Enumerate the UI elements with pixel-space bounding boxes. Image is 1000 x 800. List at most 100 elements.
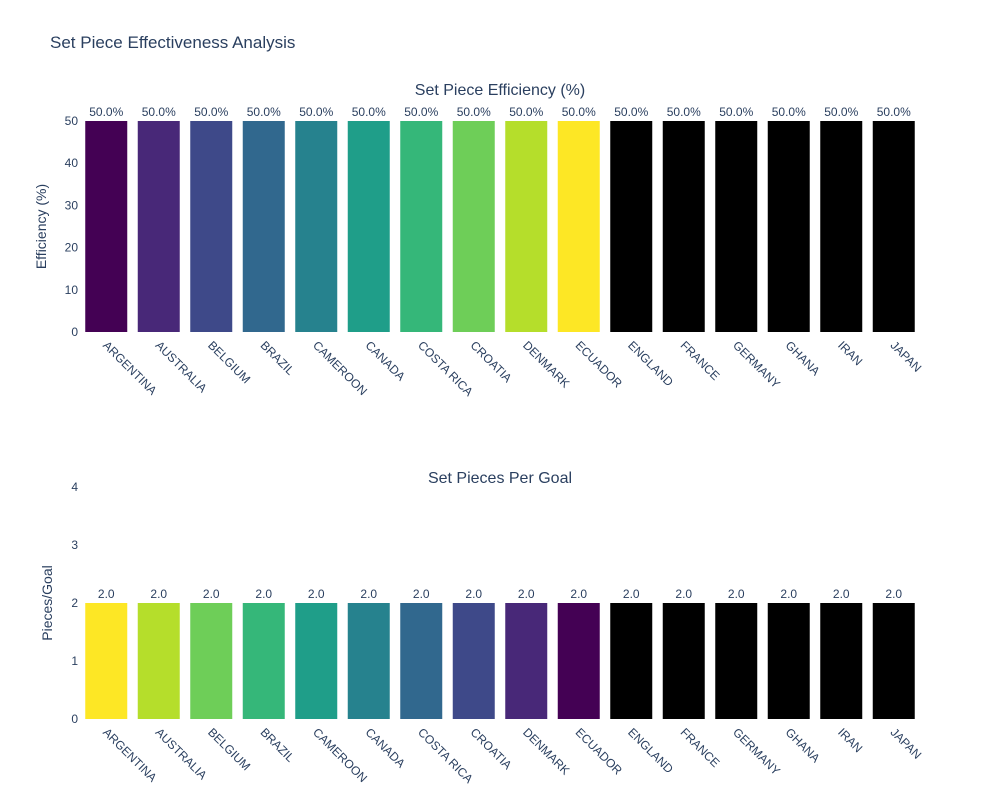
pieces-per-goal-data-label: 2.0 <box>413 587 430 601</box>
pieces-per-goal-bar[interactable] <box>85 603 128 719</box>
pieces-per-goal-data-label: 2.0 <box>255 587 272 601</box>
pieces-per-goal-data-label: 2.0 <box>98 587 115 601</box>
efficiency-y-axis-title: Efficiency (%) <box>33 184 49 269</box>
pieces-per-goal-data-label: 2.0 <box>465 587 482 601</box>
efficiency-bar[interactable] <box>872 121 915 332</box>
efficiency-bar[interactable] <box>767 121 810 332</box>
pieces-per-goal-x-tick-label: CAMEROON <box>310 725 370 785</box>
pieces-per-goal-x-tick-label: CANADA <box>363 725 408 770</box>
pieces-per-goal-bar[interactable] <box>347 603 390 719</box>
efficiency-x-tick-label: CROATIA <box>468 338 515 385</box>
efficiency-bar[interactable] <box>347 121 390 332</box>
efficiency-y-tick-label: 30 <box>65 198 79 212</box>
pieces-per-goal-bar[interactable] <box>452 603 495 719</box>
pieces-per-goal-data-label: 2.0 <box>833 587 850 601</box>
pieces-per-goal-bar[interactable] <box>242 603 285 719</box>
efficiency-x-tick-label: ENGLAND <box>625 338 676 389</box>
pieces-per-goal-data-label: 2.0 <box>150 587 167 601</box>
pieces-per-goal-y-tick-label: 1 <box>71 654 78 668</box>
pieces-per-goal-y-axis-title: Pieces/Goal <box>39 565 55 640</box>
pieces-per-goal-y-tick-label: 2 <box>71 596 78 610</box>
pieces-per-goal-data-label: 2.0 <box>728 587 745 601</box>
efficiency-data-label: 50.0% <box>142 105 176 119</box>
efficiency-data-label: 50.0% <box>89 105 123 119</box>
efficiency-x-tick-label: CANADA <box>363 338 408 383</box>
efficiency-x-tick-label: ECUADOR <box>573 338 626 391</box>
pieces-per-goal-data-label: 2.0 <box>360 587 377 601</box>
efficiency-bar[interactable] <box>137 121 180 332</box>
pieces-per-goal-bar[interactable] <box>137 603 180 719</box>
efficiency-x-tick-label: GHANA <box>783 338 823 378</box>
pieces-per-goal-bar[interactable] <box>767 603 810 719</box>
pieces-per-goal-bar[interactable] <box>557 603 600 719</box>
efficiency-bar[interactable] <box>242 121 285 332</box>
pieces-per-goal-bar[interactable] <box>662 603 705 719</box>
efficiency-bar[interactable] <box>190 121 233 332</box>
efficiency-bar[interactable] <box>400 121 443 332</box>
pieces-per-goal-x-tick-label: ECUADOR <box>573 725 626 778</box>
pieces-per-goal-bar[interactable] <box>295 603 338 719</box>
pieces-per-goal-x-tick-label: COSTA RICA <box>415 725 476 786</box>
pieces-per-goal-bar[interactable] <box>610 603 653 719</box>
pieces-per-goal-x-tick-label: GHANA <box>783 725 823 765</box>
pieces-per-goal-chart-title: Set Pieces Per Goal <box>428 470 572 487</box>
pieces-per-goal-x-tick-label: ENGLAND <box>625 725 676 776</box>
efficiency-data-label: 50.0% <box>509 105 543 119</box>
efficiency-data-label: 50.0% <box>824 105 858 119</box>
pieces-per-goal-bar[interactable] <box>715 603 758 719</box>
efficiency-data-label: 50.0% <box>562 105 596 119</box>
efficiency-y-tick-label: 40 <box>65 156 79 170</box>
efficiency-y-tick-label: 10 <box>65 283 79 297</box>
efficiency-data-label: 50.0% <box>352 105 386 119</box>
efficiency-bar[interactable] <box>715 121 758 332</box>
efficiency-chart: Set Piece Efficiency (%) Efficiency (%) 0 1… <box>33 82 924 399</box>
efficiency-bar[interactable] <box>662 121 705 332</box>
efficiency-data-label: 50.0% <box>404 105 438 119</box>
efficiency-data-label: 50.0% <box>247 105 281 119</box>
efficiency-x-tick-label: IRAN <box>835 338 865 368</box>
efficiency-x-tick-label: JAPAN <box>888 338 925 375</box>
pieces-per-goal-data-label: 2.0 <box>518 587 535 601</box>
efficiency-bar[interactable] <box>820 121 863 332</box>
efficiency-x-tick-label: AUSTRALIA <box>153 338 210 395</box>
pieces-per-goal-bar[interactable] <box>505 603 548 719</box>
efficiency-x-tick-label: ARGENTINA <box>100 338 159 397</box>
pieces-per-goal-chart: Set Pieces Per Goal Pieces/Goal 0 1 2 3 4 2.0 AR… <box>39 470 924 786</box>
pieces-per-goal-data-label: 2.0 <box>623 587 640 601</box>
pieces-per-goal-x-tick-label: BELGIUM <box>205 725 253 773</box>
efficiency-data-label: 50.0% <box>719 105 753 119</box>
efficiency-bar[interactable] <box>452 121 495 332</box>
pieces-per-goal-y-tick-label: 4 <box>71 480 78 494</box>
pieces-per-goal-bar[interactable] <box>872 603 915 719</box>
efficiency-x-tick-label: BRAZIL <box>258 338 298 378</box>
pieces-per-goal-bar[interactable] <box>400 603 443 719</box>
pieces-per-goal-bar[interactable] <box>820 603 863 719</box>
pieces-per-goal-y-tick-label: 3 <box>71 538 78 552</box>
efficiency-x-tick-label: COSTA RICA <box>415 338 476 399</box>
efficiency-y-tick-label: 20 <box>65 241 79 255</box>
efficiency-data-label: 50.0% <box>877 105 911 119</box>
pieces-per-goal-data-label: 2.0 <box>675 587 692 601</box>
pieces-per-goal-x-tick-label: IRAN <box>835 725 865 755</box>
efficiency-data-label: 50.0% <box>772 105 806 119</box>
efficiency-bar[interactable] <box>505 121 548 332</box>
efficiency-data-label: 50.0% <box>299 105 333 119</box>
efficiency-bar[interactable] <box>85 121 128 332</box>
pieces-per-goal-data-label: 2.0 <box>203 587 220 601</box>
pieces-per-goal-y-tick-label: 0 <box>71 712 78 726</box>
efficiency-bar[interactable] <box>295 121 338 332</box>
efficiency-x-tick-label: GERMANY <box>730 338 783 391</box>
efficiency-chart-title: Set Piece Efficiency (%) <box>415 82 585 99</box>
efficiency-x-tick-label: FRANCE <box>678 338 723 383</box>
page-title: Set Piece Effectiveness Analysis <box>50 33 296 52</box>
efficiency-x-tick-label: DENMARK <box>520 338 572 390</box>
efficiency-data-label: 50.0% <box>457 105 491 119</box>
pieces-per-goal-x-tick-label: CROATIA <box>468 725 515 772</box>
efficiency-bar[interactable] <box>610 121 653 332</box>
pieces-per-goal-bar[interactable] <box>190 603 233 719</box>
pieces-per-goal-data-label: 2.0 <box>885 587 902 601</box>
efficiency-data-label: 50.0% <box>667 105 701 119</box>
pieces-per-goal-data-label: 2.0 <box>570 587 587 601</box>
efficiency-bar[interactable] <box>557 121 600 332</box>
